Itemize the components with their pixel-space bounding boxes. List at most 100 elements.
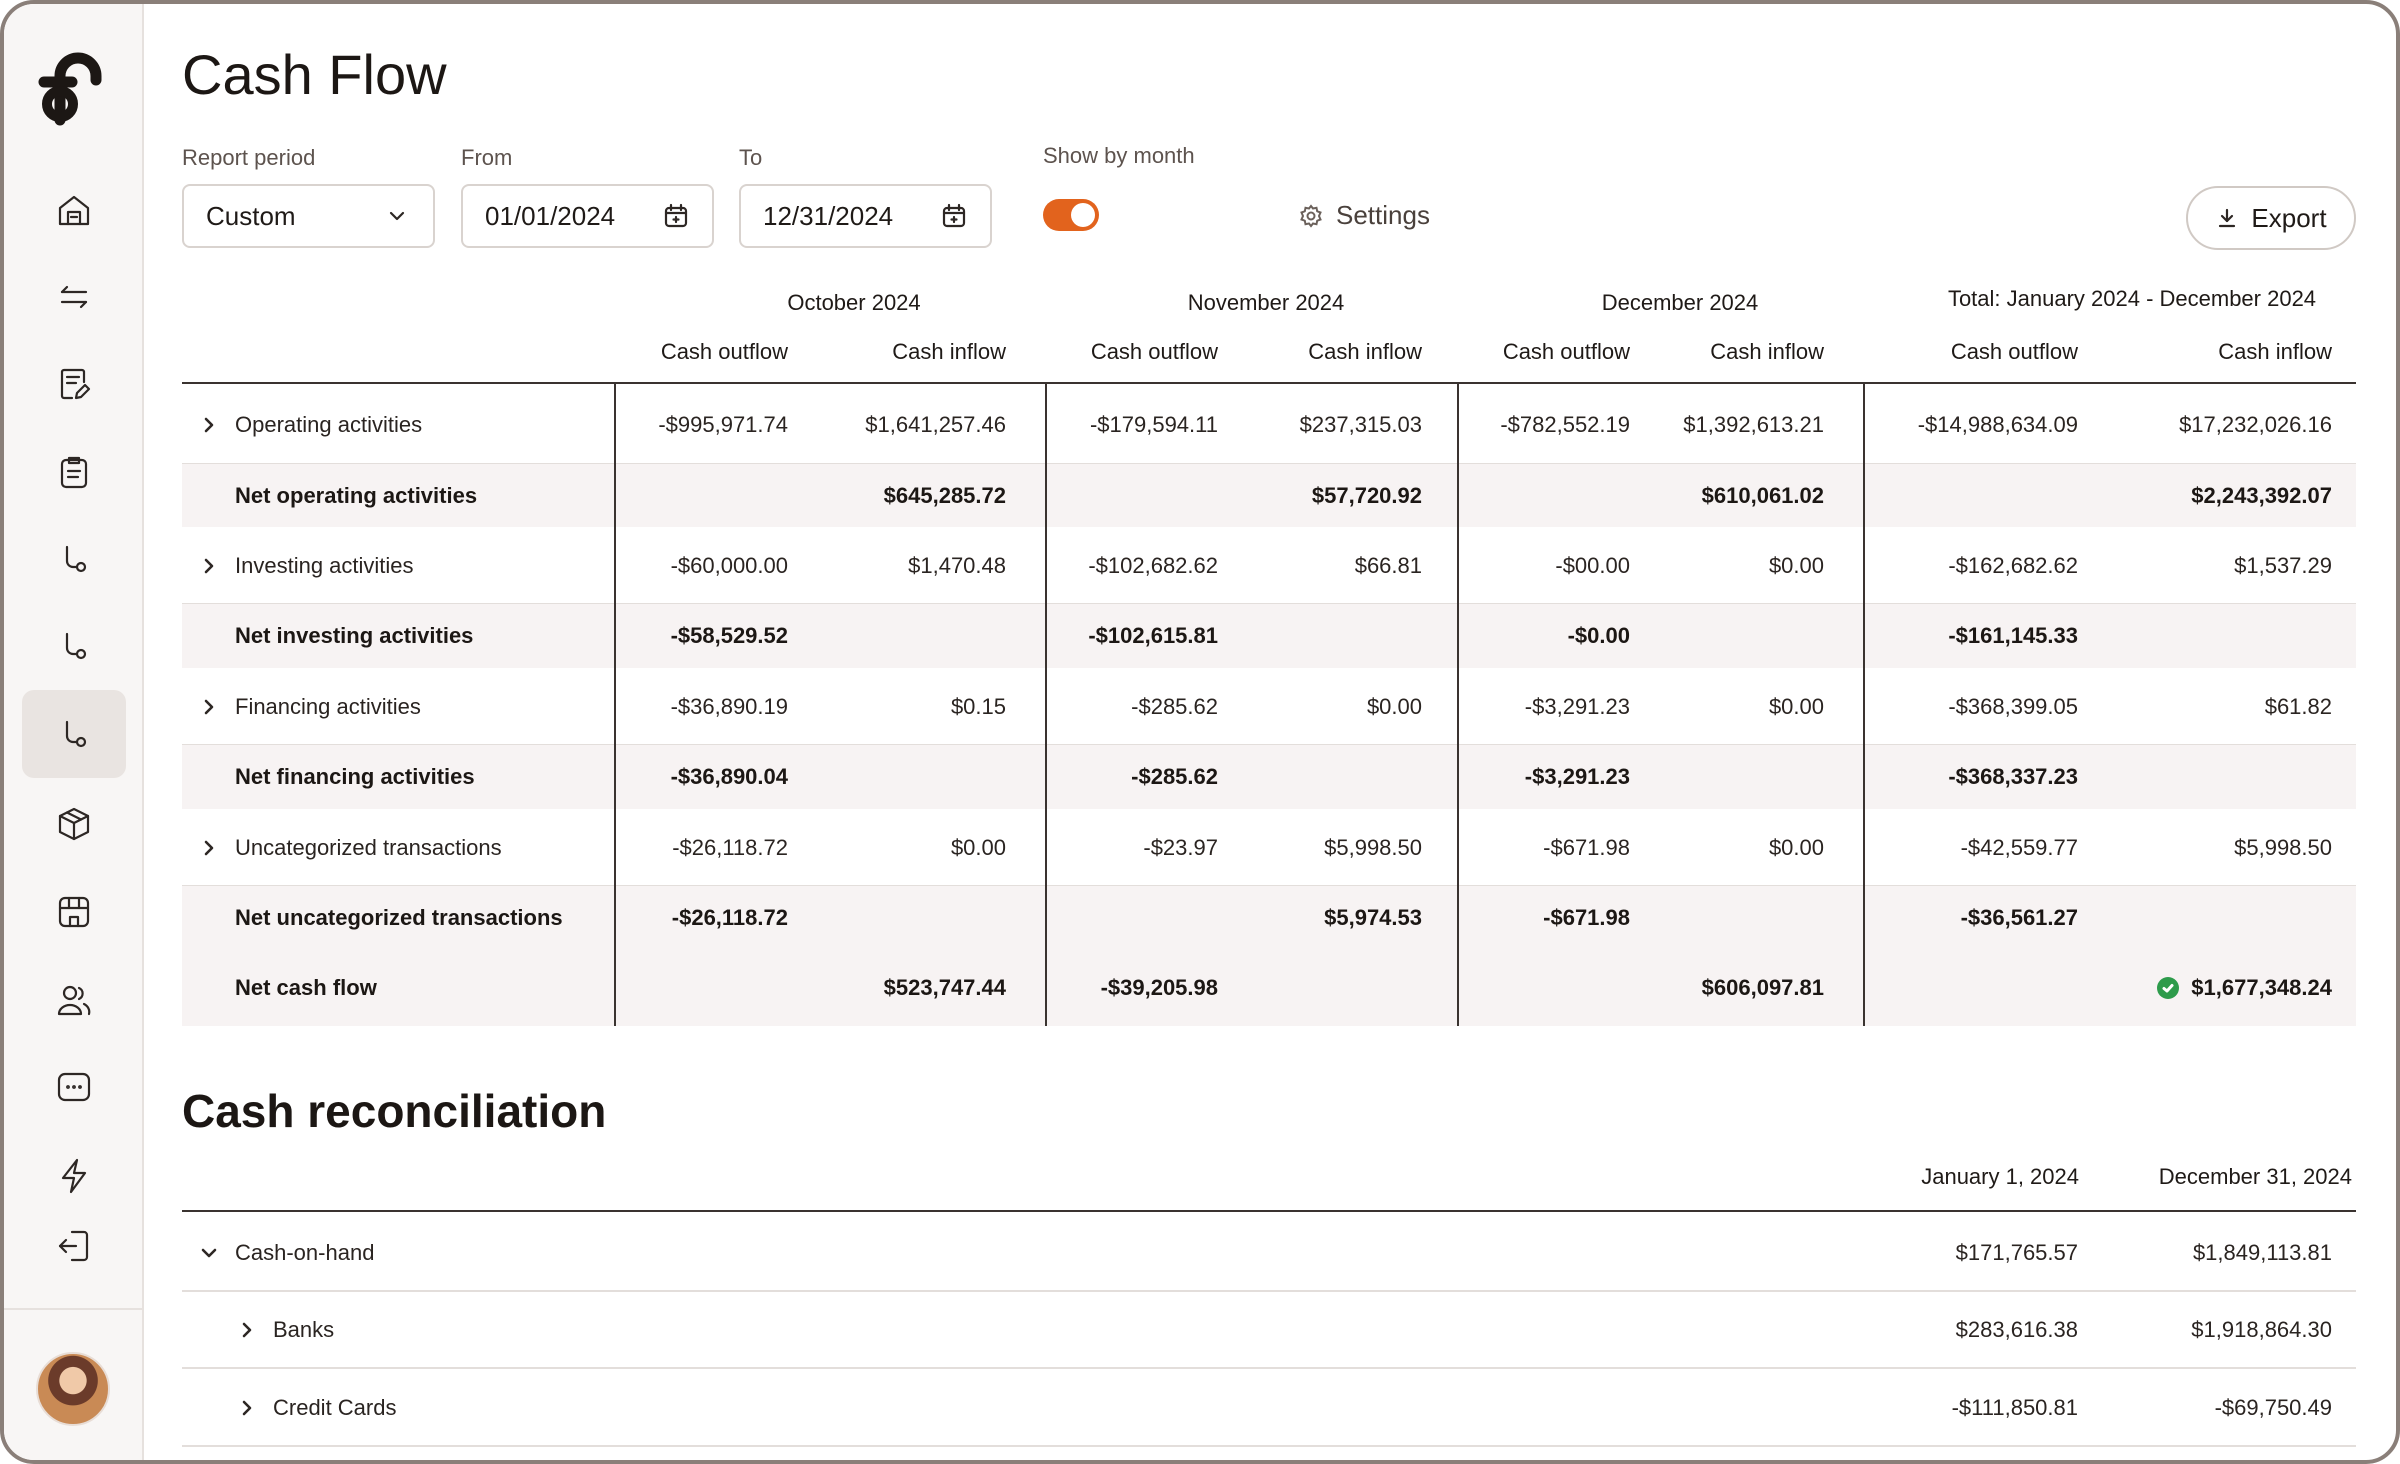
nav-logout[interactable] — [22, 1202, 126, 1290]
calendar-icon[interactable] — [940, 202, 968, 230]
cell-value: $57,720.92 — [1311, 482, 1422, 508]
chevron-right-icon[interactable] — [198, 809, 220, 886]
column-header-inflow: Cash inflow — [1710, 339, 1824, 364]
column-divider — [614, 384, 616, 1026]
clipboard-icon — [60, 456, 88, 489]
chevron-right-icon[interactable] — [198, 527, 220, 604]
chat-bubble-icon — [57, 1072, 91, 1102]
nav-automations[interactable] — [22, 1132, 126, 1220]
logout-icon — [58, 1230, 89, 1262]
lightning-icon — [61, 1158, 87, 1194]
column-header-outflow: Cash outflow — [1950, 339, 2078, 364]
row-label: Operating activities — [235, 412, 423, 437]
cash-outflow-cell: -$39,205.98 — [958, 950, 1218, 1026]
cell-value: -$782,552.19 — [1500, 412, 1630, 437]
nav-flow-1[interactable] — [22, 515, 126, 603]
cash-inflow-cell: $237,315.03 — [1162, 386, 1422, 464]
reconciliation-row[interactable]: Credit Cards -$111,850.81 -$69,750.49 — [182, 1369, 2356, 1446]
check-circle-icon — [2157, 977, 2180, 999]
chevron-right-icon[interactable] — [236, 1291, 258, 1368]
cell-value: $0.00 — [950, 834, 1006, 860]
show-by-month-toggle[interactable] — [1043, 199, 1099, 231]
to-label: To — [739, 145, 763, 170]
from-date-value: 01/01/2024 — [485, 200, 616, 231]
cell-value: $645,285.72 — [883, 482, 1006, 508]
cash-outflow-cell: -$3,291.23 — [1370, 745, 1630, 809]
nav-home[interactable] — [22, 166, 126, 254]
nav-transfers[interactable] — [22, 253, 126, 341]
cell-value: -$3,291.23 — [1524, 693, 1630, 719]
user-avatar[interactable] — [36, 1352, 110, 1426]
chevron-down-icon — [383, 202, 411, 230]
nav-contacts[interactable] — [22, 956, 126, 1044]
cell-value: -$60,000.00 — [670, 552, 788, 578]
cell-value: -$00.00 — [1555, 552, 1630, 578]
to-date-input[interactable]: 12/31/2024 — [739, 184, 992, 248]
nav-flow-2[interactable] — [22, 602, 126, 690]
cash-outflow-cell: -$102,682.62 — [958, 527, 1218, 604]
table-row[interactable]: Operating activities -$995,971.74 $1,641,2… — [182, 386, 2356, 464]
cell-value: -$995,971.74 — [658, 412, 788, 437]
nav-store[interactable] — [22, 868, 126, 956]
cell-value: $17,232,026.16 — [2179, 412, 2332, 437]
show-by-month-label: Show by month — [1043, 143, 1195, 168]
cell-value: $1,537.29 — [2234, 552, 2332, 578]
balance-end-cell: $1,918,864.30 — [2191, 1316, 2332, 1342]
cell-value: -$0.00 — [1567, 623, 1630, 648]
cash-inflow-cell: $5,998.50 — [1162, 809, 1422, 886]
app-logo[interactable] — [38, 42, 106, 128]
table-row[interactable]: Investing activities -$60,000.00 $1,470.48… — [182, 527, 2356, 604]
nav-products[interactable] — [22, 780, 126, 868]
calendar-icon[interactable] — [662, 202, 690, 230]
nav-tasks[interactable] — [22, 428, 126, 516]
cash-inflow-cell — [1564, 604, 1824, 668]
cash-outflow-cell: -$14,988,634.09 — [1818, 386, 2078, 464]
reconciliation-row-label: Cash-on-hand — [235, 1239, 375, 1265]
reconciliation-col-start: January 1, 2024 — [1921, 1164, 2079, 1189]
cash-inflow-cell: $17,232,026.16 — [2072, 386, 2332, 464]
reconciliation-row[interactable]: Banks $283,616.38 $1,918,864.30 — [182, 1291, 2356, 1368]
cell-value: $2,243,392.07 — [2191, 482, 2332, 508]
cash-outflow-cell: -$179,594.11 — [958, 386, 1218, 464]
cell-value: $61.82 — [2264, 693, 2332, 719]
chevron-down-icon[interactable] — [198, 1214, 220, 1291]
report-period-select[interactable]: Custom — [182, 184, 435, 248]
nav-flow-3-active[interactable] — [22, 690, 126, 778]
report-period-label: Report period — [182, 145, 316, 170]
cell-value: -$368,399.05 — [1948, 693, 2078, 719]
reconciliation-row[interactable]: Cash-on-hand $171,765.57 $1,849,113.81 — [182, 1214, 2356, 1291]
chevron-right-icon[interactable] — [198, 668, 220, 745]
cash-outflow-cell: -$782,552.19 — [1370, 386, 1630, 464]
to-date-value: 12/31/2024 — [763, 200, 894, 231]
row-divider — [182, 1290, 2356, 1292]
export-button[interactable]: Export — [2186, 186, 2356, 250]
home-icon — [58, 195, 90, 226]
cell-value: -$58,529.52 — [670, 623, 788, 648]
cell-value: $5,998.50 — [2234, 834, 2332, 860]
cell-value: -$42,559.77 — [1960, 834, 2078, 860]
chevron-right-icon[interactable] — [198, 386, 220, 464]
column-header-outflow: Cash outflow — [660, 339, 788, 364]
table-row[interactable]: Financing activities -$36,890.19 $0.15 -$28… — [182, 668, 2356, 745]
cash-inflow-cell: $5,974.53 — [1162, 886, 1422, 950]
nav-messages[interactable] — [22, 1044, 126, 1132]
cash-inflow-cell: $1,677,348.24 — [2072, 950, 2332, 1026]
column-divider — [1045, 384, 1047, 1026]
cash-inflow-cell: $1,641,257.46 — [746, 386, 1006, 464]
from-date-input[interactable]: 01/01/2024 — [461, 184, 714, 248]
settings-button[interactable]: Settings — [1298, 200, 1430, 231]
cash-outflow-cell: -$58,529.52 — [528, 604, 788, 668]
reconciliation-row-label: Banks — [273, 1316, 335, 1342]
nav-invoices[interactable] — [22, 340, 126, 428]
cash-inflow-cell: $645,285.72 — [746, 464, 1006, 527]
table-row[interactable]: Uncategorized transactions -$26,118.72 $0.… — [182, 809, 2356, 886]
cash-outflow-cell: -$60,000.00 — [528, 527, 788, 604]
cash-inflow-cell: $0.00 — [746, 809, 1006, 886]
cash-outflow-cell: -$3,291.23 — [1370, 668, 1630, 745]
cash-outflow-cell: -$162,682.62 — [1818, 527, 2078, 604]
flow-icon — [65, 632, 87, 660]
chevron-right-icon[interactable] — [236, 1369, 258, 1446]
row-label: Investing activities — [235, 552, 414, 578]
net-total-row: Net operating activities $645,285.72 $57,7… — [182, 464, 2356, 527]
cash-inflow-cell: $610,061.02 — [1564, 464, 1824, 527]
